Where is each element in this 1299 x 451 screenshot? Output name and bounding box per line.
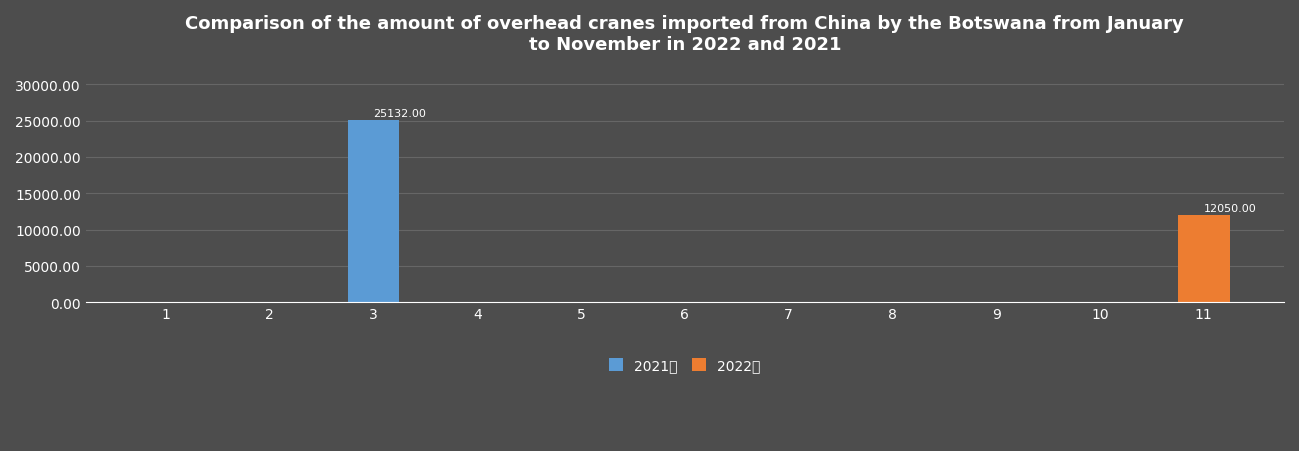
- Bar: [1178, 215, 1230, 303]
- Text: 25132.00: 25132.00: [374, 109, 426, 119]
- Legend: 2021年, 2022年: 2021年, 2022年: [603, 351, 768, 379]
- Bar: [348, 120, 400, 303]
- Title: Comparison of the amount of overhead cranes imported from China by the Botswana : Comparison of the amount of overhead cra…: [186, 15, 1185, 54]
- Text: 12050.00: 12050.00: [1204, 204, 1256, 214]
